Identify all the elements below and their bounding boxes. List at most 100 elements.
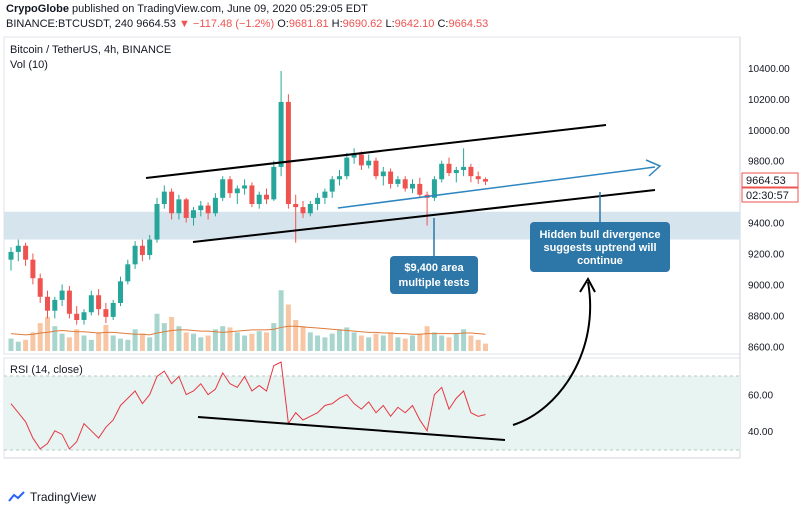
footer: TradingView xyxy=(0,484,800,512)
rsi-line xyxy=(10,361,486,450)
volume-bar xyxy=(475,339,481,351)
tradingview-logo[interactable]: TradingView xyxy=(8,490,96,504)
rsi-divergence-line[interactable] xyxy=(197,416,506,441)
volume-bar xyxy=(103,324,109,351)
volume-bar xyxy=(242,335,248,351)
volume-bar xyxy=(453,333,459,351)
published-text: published on TradingView.com, June 09, 2… xyxy=(72,3,368,15)
candle-body xyxy=(110,302,116,317)
price-tick-label: 10000.00 xyxy=(748,126,790,137)
candle-body xyxy=(410,183,415,189)
candle-body xyxy=(59,290,65,300)
volume-bar xyxy=(139,333,145,351)
candle-body xyxy=(264,194,269,200)
last-price-tag xyxy=(741,172,799,188)
candle-body xyxy=(37,278,43,297)
candle-body xyxy=(344,157,350,177)
divergence-callout-line-1: Hidden bull divergence xyxy=(539,229,660,241)
candle-body xyxy=(351,154,357,158)
candle-body xyxy=(315,197,321,205)
candle-body xyxy=(205,205,211,214)
candle-body xyxy=(366,160,372,166)
volume-bar xyxy=(234,332,240,351)
volume-bar xyxy=(322,337,328,351)
last-price-tag-text: 9664.53 xyxy=(746,175,786,187)
candle-body xyxy=(417,183,423,195)
price-tick-label: 9000.00 xyxy=(748,280,785,291)
candle-body xyxy=(161,191,167,205)
candle-body xyxy=(329,179,335,192)
volume-bar xyxy=(110,335,116,351)
tradingview-brand: TradingView xyxy=(30,490,97,504)
channel-upper-line[interactable] xyxy=(145,124,607,179)
price-axis[interactable]: 10400.0010200.0010000.009800.009600.0094… xyxy=(748,64,790,353)
volume-label: Vol (10) xyxy=(10,59,48,71)
candle-body xyxy=(439,163,445,180)
volume-bar xyxy=(249,333,255,351)
volume-bar xyxy=(446,337,452,351)
candle-body xyxy=(96,295,102,310)
candle-body xyxy=(271,166,277,200)
candle-body xyxy=(395,179,401,184)
volume-bar xyxy=(315,335,321,351)
chart-canvas[interactable]: Bitcoin / TetherUS, 4h, BINANCE Vol (10)… xyxy=(0,34,800,478)
volume-bar xyxy=(271,323,277,351)
volume-bar xyxy=(278,290,284,351)
candle-body xyxy=(483,179,488,182)
support-callout[interactable] xyxy=(390,256,478,294)
price-tick-label: 8800.00 xyxy=(748,311,785,322)
channel-lower-line[interactable] xyxy=(192,189,656,243)
volume-bar xyxy=(424,326,430,351)
rsi-axis[interactable]: 60.00 40.00 xyxy=(748,391,773,438)
volume-bar xyxy=(74,329,80,351)
volume-bar xyxy=(205,335,211,351)
volume-bar xyxy=(358,335,364,351)
price-tick-label: 9400.00 xyxy=(748,219,785,230)
price-tick-label: 8600.00 xyxy=(748,342,785,353)
volume-bar xyxy=(380,335,386,351)
projection-arrow-line[interactable] xyxy=(337,166,656,209)
candle-body xyxy=(88,295,94,313)
candle-body xyxy=(125,264,131,282)
candle-body xyxy=(147,239,153,256)
candle-body xyxy=(74,313,80,320)
chart-frame[interactable]: Bitcoin / TetherUS, 4h, BINANCE Vol (10)… xyxy=(0,34,800,478)
candle-body xyxy=(337,176,342,180)
volume-bar xyxy=(227,327,233,351)
candle-body xyxy=(81,312,87,320)
candle-body xyxy=(227,179,233,194)
volume-bar xyxy=(402,338,408,351)
divergence-callout-line-2: suggests uptrend will xyxy=(543,242,656,254)
volume-bar xyxy=(37,323,43,351)
rsi-tick-label: 40.00 xyxy=(748,427,773,438)
volume-bar xyxy=(293,320,299,351)
candle-body xyxy=(249,185,255,205)
volume-bar xyxy=(15,341,21,351)
price-tick-label: 9200.00 xyxy=(748,249,785,260)
candle-body xyxy=(322,191,328,198)
divergence-arrow[interactable] xyxy=(512,281,592,426)
volume-bars xyxy=(8,290,488,351)
divergence-callout[interactable] xyxy=(530,222,670,272)
volume-bar xyxy=(300,326,306,351)
volume-bar xyxy=(191,333,196,351)
candle-body xyxy=(154,204,160,240)
volume-bar xyxy=(468,335,474,351)
volume-bar xyxy=(307,332,313,351)
volume-bar xyxy=(431,332,437,351)
candle-body xyxy=(132,245,138,265)
low-label: L: xyxy=(385,18,395,30)
price-tick-label: 10400.00 xyxy=(748,64,790,75)
candle-body xyxy=(256,194,262,205)
volume-bar xyxy=(66,337,72,351)
candle-body xyxy=(475,176,481,180)
volume-ma-line xyxy=(10,325,486,336)
support-callout-line-1: $9,400 area xyxy=(404,262,464,274)
candle-body xyxy=(285,101,291,205)
low-value: 9642.10 xyxy=(394,18,435,30)
volume-bar xyxy=(220,326,226,351)
publisher-name[interactable]: CrypoGlobe xyxy=(6,3,69,15)
candle-body xyxy=(388,171,394,184)
candle-body xyxy=(468,166,474,177)
candle-body xyxy=(402,179,408,189)
